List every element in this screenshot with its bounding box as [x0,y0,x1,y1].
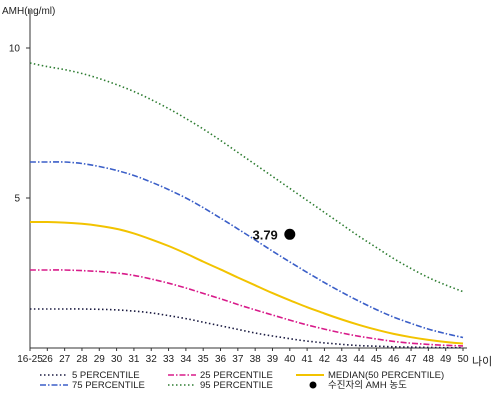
series-line-75-percentile [30,161,464,339]
chart-marker-group: 3.79 [252,227,296,242]
legend-label: 5 PERCENTILE [72,370,140,381]
x-tick-label: 41 [302,354,314,365]
legend-marker-dot [309,381,317,389]
x-tick-label: 33 [163,354,175,365]
series-line-95-percentile [29,62,464,293]
x-tick-label: 29 [94,354,106,365]
series-line-median-50-percentile [29,220,464,345]
x-tick-label: 16-25 [17,354,43,365]
x-tick-label: 26 [42,354,54,365]
series-line-5-percentile [30,308,464,349]
x-tick-label: 47 [405,354,417,365]
patient-amh-value-label: 3.79 [252,227,277,242]
x-tick-label: 30 [111,354,123,365]
legend-label: 95 PERCENTILE [200,380,273,391]
x-tick-label: 40 [284,354,296,365]
x-tick-label: 50 [457,354,469,365]
x-tick-label: 43 [336,354,348,365]
x-tick-label: 48 [423,354,435,365]
x-tick-label: 36 [215,354,227,365]
x-tick-label: 32 [146,354,158,365]
x-tick-label: 39 [267,354,279,365]
legend-label: 75 PERCENTILE [72,380,145,391]
x-tick-label: 46 [388,354,400,365]
x-axis-title: 나이 [472,355,492,368]
x-tick-label: 28 [76,354,88,365]
x-tick-label: 42 [319,354,331,365]
x-tick-label: 35 [198,354,210,365]
legend-label: MEDIAN(50 PERCENTILE) [328,370,444,381]
x-tick-label: 31 [128,354,140,365]
y-axis-title: AMH(ng/ml) [2,6,55,17]
x-tick-label: 37 [232,354,244,365]
x-tick-label: 44 [354,354,366,365]
chart-series-lines [29,62,464,349]
x-tick-label: 38 [250,354,262,365]
x-tick-label: 45 [371,354,383,365]
y-tick-label: 5 [14,194,20,205]
y-tick-label: 10 [9,44,21,55]
patient-amh-point [284,228,296,240]
legend-label: 수진자의 AMH 농도 [328,380,407,391]
series-line-25-percentile [30,269,464,347]
legend-label: 25 PERCENTILE [200,370,273,381]
x-tick-label: 27 [59,354,71,365]
x-tick-label: 34 [180,354,192,365]
x-tick-label: 49 [440,354,452,365]
